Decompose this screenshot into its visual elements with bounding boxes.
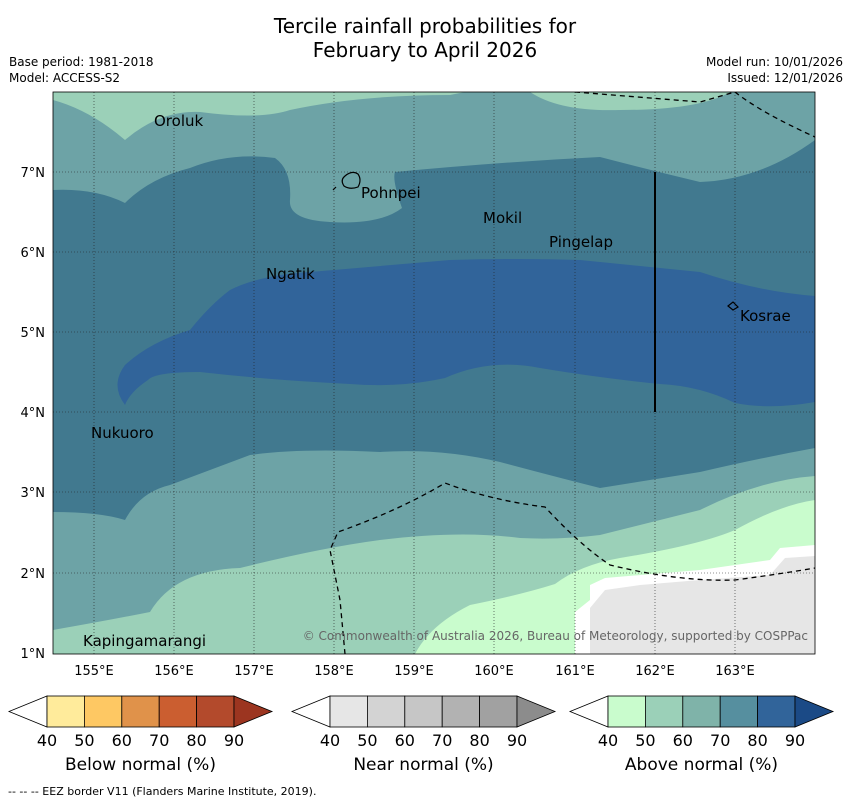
colorbar-max-arrow xyxy=(794,695,835,728)
colorbar-segment xyxy=(329,695,368,728)
colorbar-tick-label: 40 xyxy=(598,731,618,750)
colorbar-segment xyxy=(607,695,646,728)
colorbar-segment xyxy=(757,695,796,728)
colorbar-tick-label: 90 xyxy=(507,731,527,750)
title-line-1: Tercile rainfall probabilities for xyxy=(273,14,577,38)
colorbar-label-near: Near normal (%) xyxy=(353,755,494,775)
colorbar-tick-label: 60 xyxy=(673,731,693,750)
map-frame xyxy=(52,91,816,655)
field-50-60-north xyxy=(53,92,465,140)
colorbar-min-arrow xyxy=(568,695,609,728)
lon-gridlines xyxy=(93,92,736,654)
colorbar-above-normal: 40 50 60 70 80 90 xyxy=(568,695,835,750)
colorbar-near-normal: 40 50 60 70 80 90 xyxy=(290,695,557,750)
colorbar-label-below: Below normal (%) xyxy=(65,755,216,775)
colorbar-tick-label: 60 xyxy=(112,731,132,750)
colorbar-segment xyxy=(84,695,123,728)
map-title: Tercile rainfall probabilities for Febru… xyxy=(0,14,850,62)
rainfall-map: Oroluk Pohnpei Mokil Pingelap Ngatik Kos… xyxy=(7,91,835,750)
colorbar-segment xyxy=(366,695,406,728)
lat-tick-3: 3°N xyxy=(21,486,46,501)
colorbar-tick-label: 40 xyxy=(37,731,57,750)
label-ngatik: Ngatik xyxy=(266,265,315,283)
colorbar-tick-label: 50 xyxy=(635,731,655,750)
kosrae-island xyxy=(727,301,739,311)
colorbar-tick-label: 80 xyxy=(186,731,206,750)
label-kosrae: Kosrae xyxy=(740,307,791,325)
colorbar-segment xyxy=(645,695,684,728)
colorbar-segment xyxy=(121,695,160,728)
lat-tick-1: 1°N xyxy=(21,647,46,662)
lon-tick-163: 163°E xyxy=(715,664,755,679)
pohnpei-island xyxy=(341,171,361,189)
colorbar-tick-label: 70 xyxy=(432,731,452,750)
colorbar-min-arrow xyxy=(290,695,331,728)
label-pohnpei: Pohnpei xyxy=(361,184,421,202)
field-50-60-northeast xyxy=(530,92,730,111)
lat-tick-2: 2°N xyxy=(21,567,46,582)
lon-tick-157: 157°E xyxy=(234,664,274,679)
model-run: Model run: 10/01/2026 xyxy=(705,55,843,69)
lon-tick-labels: 155°E 156°E 157°E 158°E 159°E 160°E 161°… xyxy=(74,664,755,679)
model-name: Model: ACCESS-S2 xyxy=(9,71,121,85)
lon-tick-155: 155°E xyxy=(74,664,114,679)
lat-tick-6: 6°N xyxy=(21,246,46,261)
title-line-2: February to April 2026 xyxy=(312,38,538,62)
label-nukuoro: Nukuoro xyxy=(91,424,154,442)
lon-tick-158: 158°E xyxy=(314,664,354,679)
copyright-notice: © Commonwealth of Australia 2026, Bureau… xyxy=(303,629,808,643)
colorbar-segment xyxy=(196,695,235,728)
colorbar-tick-label: 40 xyxy=(320,731,340,750)
colorbar-tick-label: 80 xyxy=(747,731,767,750)
issued-date: Issued: 12/01/2026 xyxy=(727,71,843,85)
islands xyxy=(332,171,739,311)
colorbar-segment xyxy=(46,695,85,728)
lat-tick-4: 4°N xyxy=(21,406,46,421)
colorbar-segment xyxy=(441,695,481,728)
colorbar-tick-label: 80 xyxy=(469,731,489,750)
lon-tick-162: 162°E xyxy=(635,664,675,679)
lon-tick-159: 159°E xyxy=(394,664,434,679)
eez-borders xyxy=(329,92,815,654)
colorbar-below-normal: 40 50 60 70 80 90 xyxy=(7,695,274,750)
eez-footnote: -- -- -- EEZ border V11 (Flanders Marine… xyxy=(8,785,317,798)
meta-left: Base period: 1981-2018 Model: ACCESS-S2 xyxy=(9,54,154,86)
field-near-normal xyxy=(590,556,815,654)
label-kapingamarangi: Kapingamarangi xyxy=(83,632,206,650)
lat-tick-labels: 1°N 2°N 3°N 4°N 5°N 6°N 7°N xyxy=(21,166,46,662)
lon-tick-160: 160°E xyxy=(474,664,514,679)
colorbar-tick-label: 60 xyxy=(395,731,415,750)
lat-tick-5: 5°N xyxy=(21,326,46,341)
lon-tick-156: 156°E xyxy=(154,664,194,679)
colorbar-segment xyxy=(158,695,197,728)
field-80-90 xyxy=(117,259,815,407)
colorbar-tick-label: 50 xyxy=(357,731,377,750)
colorbar-label-above: Above normal (%) xyxy=(624,755,779,775)
colorbar-segment xyxy=(404,695,443,728)
lat-gridlines xyxy=(53,171,815,574)
meta-right: Model run: 10/01/2026 Issued: 12/01/2026 xyxy=(706,54,843,86)
label-pingelap: Pingelap xyxy=(549,233,613,251)
colorbar-tick-label: 90 xyxy=(224,731,244,750)
probability-fields xyxy=(53,92,815,654)
colorbar-max-arrow xyxy=(233,695,274,728)
colorbar-tick-label: 90 xyxy=(785,731,805,750)
lat-tick-7: 7°N xyxy=(21,166,46,181)
colorbar-tick-label: 70 xyxy=(710,731,730,750)
colorbar-segment xyxy=(719,695,759,728)
colorbar-segment xyxy=(479,695,518,728)
colorbar-tick-label: 70 xyxy=(149,731,169,750)
lon-tick-161: 161°E xyxy=(555,664,595,679)
base-period: Base period: 1981-2018 xyxy=(9,55,154,69)
colorbar-segment xyxy=(682,695,721,728)
colorbar-min-arrow xyxy=(7,695,48,728)
colorbar-tick-label: 50 xyxy=(74,731,94,750)
colorbar-max-arrow xyxy=(516,695,557,728)
place-labels: Oroluk Pohnpei Mokil Pingelap Ngatik Kos… xyxy=(83,112,791,650)
label-mokil: Mokil xyxy=(483,209,522,227)
label-oroluk: Oroluk xyxy=(154,112,203,130)
